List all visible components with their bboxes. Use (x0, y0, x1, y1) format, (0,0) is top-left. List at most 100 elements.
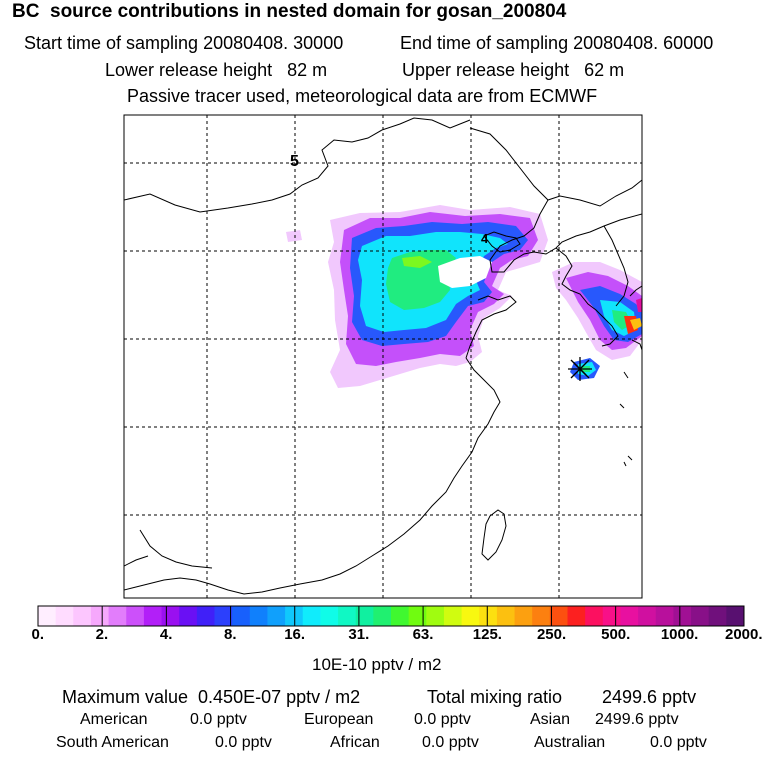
region-european-value: 0.0 pptv (414, 711, 471, 728)
region-australian-name: Australian (534, 734, 606, 751)
region-african-value: 0.0 pptv (422, 734, 479, 751)
region-south-american-name: South American (56, 734, 169, 751)
region-american-value: 0.0 pptv (190, 711, 247, 728)
colorbar-swatch (320, 606, 339, 626)
colorbar-swatch (302, 606, 321, 626)
max-value-label: Maximum value 0.450E-07 pptv / m2 (62, 687, 361, 707)
border-northeast (469, 127, 642, 207)
korea-plume-yellow (630, 318, 642, 330)
border-southwest (139, 529, 213, 569)
region-european-name: European (304, 711, 374, 728)
colorbar-swatch (708, 606, 727, 626)
japan-kyushu (629, 285, 642, 351)
colorbar-swatch (90, 606, 110, 626)
hainan-west-coast (124, 555, 149, 567)
colorbar-tick-label: 2. (95, 626, 109, 643)
colorbar-swatch (391, 606, 410, 626)
colorbar-swatch (461, 606, 480, 626)
bohai-coast (483, 231, 521, 253)
colorbar-swatch (373, 606, 392, 626)
plume-green (386, 250, 456, 310)
upper-release-height-label: Upper release height 62 m (402, 60, 625, 80)
japan-islands (619, 371, 633, 467)
colorbar-swatch (161, 606, 180, 626)
coast-shandong (465, 295, 517, 359)
colorbar-tick-label: 4. (159, 626, 173, 643)
colorbar-swatch (267, 606, 286, 626)
colorbar-swatch (691, 606, 710, 626)
colorbar-swatch (179, 606, 198, 626)
colorbar-swatch (443, 606, 463, 626)
colorbar-tick-label: 500. (601, 626, 631, 643)
colorbar-swatch (126, 606, 145, 626)
korea-east-coast (603, 225, 629, 307)
korea-plume-magenta (636, 298, 642, 312)
plume-outer-west (286, 230, 302, 242)
region-australian-value: 0.0 pptv (650, 734, 707, 751)
total-mixing-ratio-value: 2499.6 pptv (602, 687, 697, 707)
colorbar-swatch (726, 606, 745, 626)
colorbar-swatch (408, 606, 427, 626)
colorbar-swatch (108, 606, 127, 626)
map-frame (123, 114, 643, 599)
colorbar-swatch (514, 606, 533, 626)
coast-china-east (299, 357, 501, 585)
end-time-label: End time of sampling 20080408. 60000 (400, 33, 714, 53)
colorbar-swatch (285, 606, 304, 626)
colorbar-tick-label: 1000. (660, 626, 699, 643)
korea-coast (555, 247, 619, 347)
coast-china-north (489, 199, 642, 273)
colorbar-swatch (638, 606, 657, 626)
colorbar-tick-label: 250. (536, 626, 567, 643)
region-asian-value: 2499.6 pptv (595, 711, 679, 728)
colorbar-swatch (532, 606, 551, 626)
figure-title: BC source contributions in nested domain… (12, 1, 567, 22)
colorbar-swatch (673, 606, 692, 626)
colorbar-swatch (338, 606, 357, 626)
colorbar-tick-label: 63. (412, 626, 434, 643)
colorbar-swatch (585, 606, 604, 626)
colorbar (37, 605, 745, 627)
plume-lime (402, 256, 432, 268)
colorbar-swatch (143, 606, 163, 626)
colorbar-swatch (232, 606, 251, 626)
colorbar-swatch (55, 606, 74, 626)
colorbar-unit-label: 10E-10 pptv / m2 (312, 655, 442, 674)
receptor-star-marker (568, 357, 592, 381)
colorbar-swatch (549, 606, 568, 626)
region-south-american-value: 0.0 pptv (215, 734, 272, 751)
colorbar-tick-label: 2000. (725, 626, 763, 643)
total-mixing-ratio-label: Total mixing ratio (427, 687, 563, 707)
region-american-name: American (80, 711, 148, 728)
colorbar-tick-label: 8. (224, 626, 237, 643)
border-north (124, 117, 471, 213)
colorbar-tick-label: 0. (31, 626, 45, 643)
colorbar-frame (37, 605, 745, 627)
colorbar-swatch (38, 606, 57, 626)
colorbar-swatch (496, 606, 516, 626)
colorbar-tick-label: 16. (284, 626, 306, 643)
start-time-label: Start time of sampling 20080408. 30000 (24, 33, 344, 53)
lower-release-height-label: Lower release height 82 m (105, 60, 328, 80)
map-grid (124, 115, 642, 598)
colorbar-swatch (620, 606, 639, 626)
tracer-note: Passive tracer used, meteorological data… (127, 86, 598, 106)
colorbar-swatch (602, 606, 621, 626)
colorbar-swatch (655, 606, 674, 626)
contour-label-5: 5 (290, 153, 299, 170)
colorbar-tick-label: 31. (348, 626, 370, 643)
colorbar-swatch (355, 606, 374, 626)
coastlines (124, 117, 642, 595)
colorbar-swatch (426, 606, 445, 626)
colorbar-swatch (73, 606, 92, 626)
taiwan (481, 509, 507, 561)
region-asian-name: Asian (530, 711, 571, 728)
colorbar-swatch (214, 606, 233, 626)
colorbar-swatch (249, 606, 268, 626)
contour-label-4: 4 (481, 231, 489, 246)
colorbar-swatch (196, 606, 215, 626)
colorbar-swatch (479, 606, 498, 626)
region-african-name: African (330, 734, 380, 751)
coast-south (124, 577, 301, 595)
